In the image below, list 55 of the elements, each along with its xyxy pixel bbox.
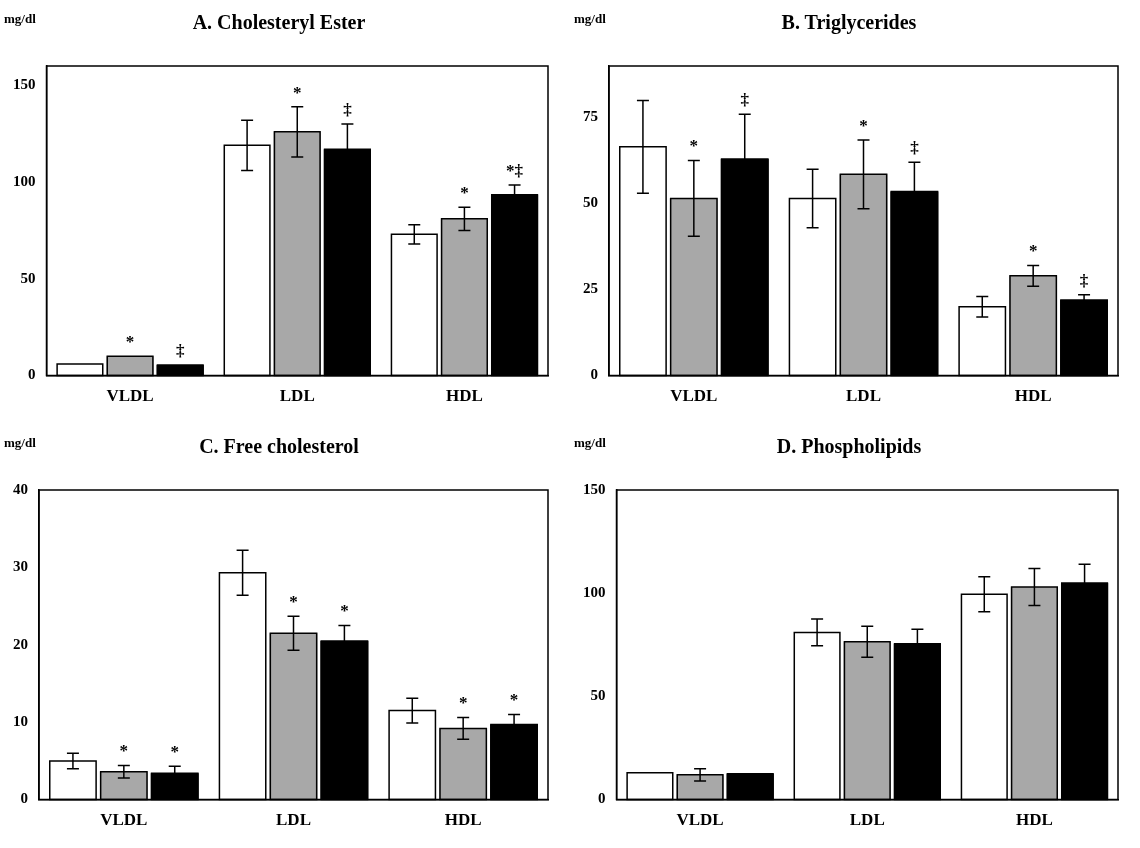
y-tick-label: 100 [13,172,36,189]
data-label: *‡ [506,160,524,180]
x-tick-label: HDL [1014,386,1052,406]
y-tick-label: 50 [590,687,606,704]
x-tick-label: HDL [1015,810,1053,830]
data-label: * [119,741,129,761]
y-axis-title: mg/dl [4,11,37,27]
data-label: * [170,742,179,762]
y-axis-title: mg/dl [4,435,37,451]
y-tick-label: 50 [20,269,36,286]
data-label: * [458,693,468,713]
data-label: ‡ [910,138,920,158]
y-axis-title: mg/dl [574,11,607,27]
x-tick-label: VLDL [676,810,724,830]
y-tick-label: 30 [13,558,28,575]
x-tick-label: LDL [846,386,881,406]
chart-title: A. Cholesteryl Ester [192,11,366,35]
data-label: * [509,690,519,710]
y-tick-label: 10 [13,713,28,730]
x-tick-label: HDL [445,386,483,406]
x-tick-label: VLDL [670,386,718,406]
chart-title: B. Triglycerides [781,11,917,35]
y-tick-label: 150 [13,76,36,93]
data-label: * [340,601,349,621]
y-tick-label: 25 [583,280,598,297]
y-tick-label: 100 [583,584,606,601]
x-tick-label: LDL [849,810,885,830]
x-tick-label: VLDL [106,386,154,406]
data-label: ‡ [343,99,353,119]
data-label: * [125,332,135,352]
y-tick-label: 40 [13,480,28,497]
chart-title: D. Phospholipids [776,435,922,459]
data-label: ‡ [175,340,185,360]
y-tick-label: 150 [583,480,606,497]
data-label: * [1028,241,1038,261]
y-tick-label: 0 [590,366,598,383]
y-axis-title: mg/dl [574,435,607,451]
x-tick-label: LDL [279,386,315,406]
data-label: ‡ [1079,270,1089,290]
y-tick-label: 50 [583,194,598,211]
data-label: * [689,136,699,156]
y-tick-label: 0 [28,366,36,383]
chart-title: C. Free cholesterol [199,435,360,458]
y-tick-label: 20 [13,635,28,652]
y-tick-label: 0 [598,790,606,807]
data-label: * [293,82,302,102]
data-label: * [289,592,298,612]
y-tick-label: 0 [20,790,28,807]
x-tick-label: LDL [276,810,311,830]
data-label: * [859,115,868,135]
x-tick-label: VLDL [100,810,148,830]
x-tick-label: HDL [444,810,482,830]
y-tick-label: 75 [583,108,598,125]
data-label: * [460,183,469,203]
data-label: ‡ [740,90,750,110]
